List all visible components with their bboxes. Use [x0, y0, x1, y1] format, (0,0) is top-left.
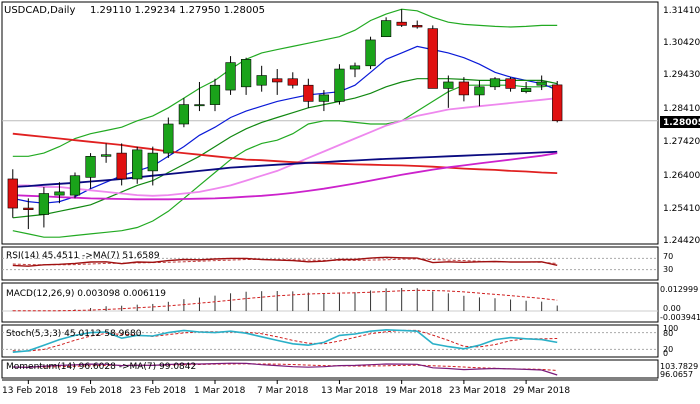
candle [178, 104, 190, 125]
moving-average-line [12, 132, 558, 174]
pane-frame [1, 359, 659, 379]
price-tick: 1.24420 [663, 236, 700, 246]
candle [240, 59, 252, 88]
price-tick: 1.25410 [663, 204, 700, 214]
stoch-signal-line [12, 329, 558, 352]
candle [349, 65, 361, 70]
candle [412, 25, 423, 28]
candle [380, 20, 392, 38]
candle [147, 152, 158, 172]
pane-frame [1, 282, 659, 323]
pane-frame [1, 1, 659, 245]
candle [132, 149, 143, 180]
moving-average-line [12, 45, 558, 204]
momentum-tick: 103.7829 [660, 362, 698, 371]
price-tick: 1.30420 [663, 38, 700, 48]
candle [458, 81, 470, 96]
moving-average-line [12, 152, 558, 201]
candle [334, 68, 345, 102]
date-label: 19 Mar 2018 [385, 386, 442, 396]
candle [194, 104, 205, 107]
date-label: 13 Feb 2018 [2, 386, 58, 396]
candle [505, 78, 516, 89]
chart-symbol-label: USDCAD,Daily [4, 5, 75, 16]
current-price-label: 1.28005 [663, 118, 700, 128]
date-label: 7 Mar 2018 [257, 386, 309, 396]
macd-label: MACD(12,26,9) 0.003098 0.006119 [6, 289, 166, 299]
candle [100, 154, 112, 157]
candle [318, 94, 330, 102]
candle [7, 178, 18, 209]
candle [489, 78, 501, 88]
candle [396, 21, 407, 26]
candle [443, 81, 454, 89]
candle [209, 84, 221, 105]
momentum-tick: 96.0657 [660, 370, 693, 379]
momentum-ma-line [12, 363, 558, 371]
macd-tick: 0.012999 [660, 285, 698, 294]
date-label: 1 Mar 2018 [194, 386, 246, 396]
moving-average-line [12, 150, 558, 188]
candle [520, 88, 532, 92]
rsi-tick: 70 [663, 252, 673, 261]
pane-frame [1, 324, 659, 358]
candle [54, 191, 65, 196]
candle [427, 28, 438, 89]
macd-signal-line [12, 289, 558, 312]
candle [23, 207, 34, 210]
date-label: 13 Mar 2018 [321, 386, 378, 396]
price-tick: 1.29430 [663, 70, 700, 80]
rsi-tick: 30 [663, 265, 673, 274]
rsi-line [12, 256, 558, 267]
momentum-line [12, 362, 558, 376]
candle [69, 175, 81, 196]
price-tick: 1.27420 [663, 137, 700, 147]
price-tick: 1.31410 [663, 6, 700, 16]
candle [116, 152, 127, 180]
macd-tick: -0.003941 [660, 313, 700, 322]
date-label: 19 Feb 2018 [66, 386, 122, 396]
current-price-box [660, 116, 700, 128]
macd-tick: 0.00 [663, 304, 681, 313]
price-tick: 1.26400 [663, 171, 700, 181]
stoch-label: Stoch(5,3,3) 45.0112 58.9680 [6, 329, 142, 339]
candle [38, 193, 50, 215]
date-label: 23 Feb 2018 [130, 386, 186, 396]
moving-average-line [12, 97, 558, 197]
candle [85, 156, 96, 178]
candle [287, 78, 298, 86]
momentum-label: Momentum(14) 96.6028 ->MA(7) 99.0842 [6, 362, 196, 372]
candle [474, 86, 485, 96]
candle [272, 78, 283, 83]
stoch-tick: 0 [663, 349, 668, 358]
date-label: 29 Mar 2018 [513, 386, 570, 396]
stoch-tick: 100 [663, 324, 678, 333]
stoch-tick: 20 [663, 345, 673, 354]
candle [303, 84, 314, 102]
moving-average-line [12, 8, 558, 157]
stoch-main-line [12, 328, 558, 353]
candle [365, 39, 376, 67]
candle [536, 81, 547, 86]
rsi-label: RSI(14) 45.4511 ->MA(7) 51.6589 [6, 251, 160, 261]
stoch-tick: 80 [663, 329, 673, 338]
date-label: 23 Mar 2018 [449, 386, 506, 396]
candle [552, 84, 563, 122]
pane-frame [1, 246, 659, 281]
chart-ohlc-values: 1.29110 1.29234 1.27950 1.28005 [90, 5, 265, 16]
candle [163, 123, 174, 154]
candle [256, 75, 267, 86]
candle [225, 62, 236, 91]
price-tick: 1.28410 [663, 104, 700, 114]
